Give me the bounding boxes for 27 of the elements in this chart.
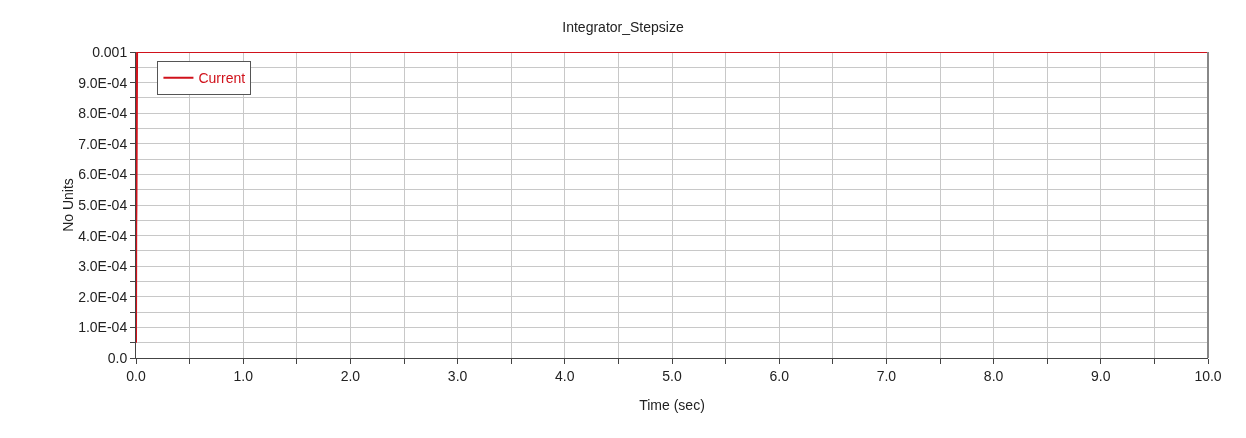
y-tick-label: 7.0E-04: [78, 135, 128, 152]
x-tick-label: 4.0: [555, 367, 575, 384]
y-axis-title: No Units: [60, 178, 77, 232]
x-tick-label: 10.0: [1194, 367, 1222, 384]
x-tick-label: 8.0: [983, 367, 1004, 384]
x-tick-label: 7.0: [876, 367, 897, 384]
y-tick-label: 8.0E-04: [78, 105, 128, 122]
y-tick-label: 0.001: [92, 43, 128, 60]
y-tick-label: 4.0E-04: [78, 227, 128, 244]
x-tick-label: 2.0: [340, 367, 361, 384]
y-tick-label: 2.0E-04: [78, 288, 128, 305]
x-tick-label: 3.0: [447, 367, 468, 384]
y-tick-label: 3.0E-04: [78, 258, 128, 275]
y-tick-label: 9.0E-04: [78, 74, 128, 91]
y-tick-label: 1.0E-04: [78, 319, 128, 336]
y-tick-label: 6.0E-04: [78, 166, 128, 183]
legend-label: Current: [198, 70, 246, 87]
x-axis-title: Time (sec): [639, 397, 705, 413]
y-tick-label: 5.0E-04: [78, 196, 128, 213]
x-tick-label: 5.0: [662, 367, 682, 384]
chart-title: Integrator_Stepsize: [562, 18, 684, 35]
x-tick-label: 1.0: [233, 367, 254, 384]
x-tick-label: 0.0: [126, 367, 146, 384]
x-tick-label: 6.0: [769, 367, 790, 384]
y-tick-label: 0.0: [107, 349, 128, 366]
x-tick-label: 9.0: [1091, 367, 1111, 384]
line-series: [136, 52, 1208, 344]
